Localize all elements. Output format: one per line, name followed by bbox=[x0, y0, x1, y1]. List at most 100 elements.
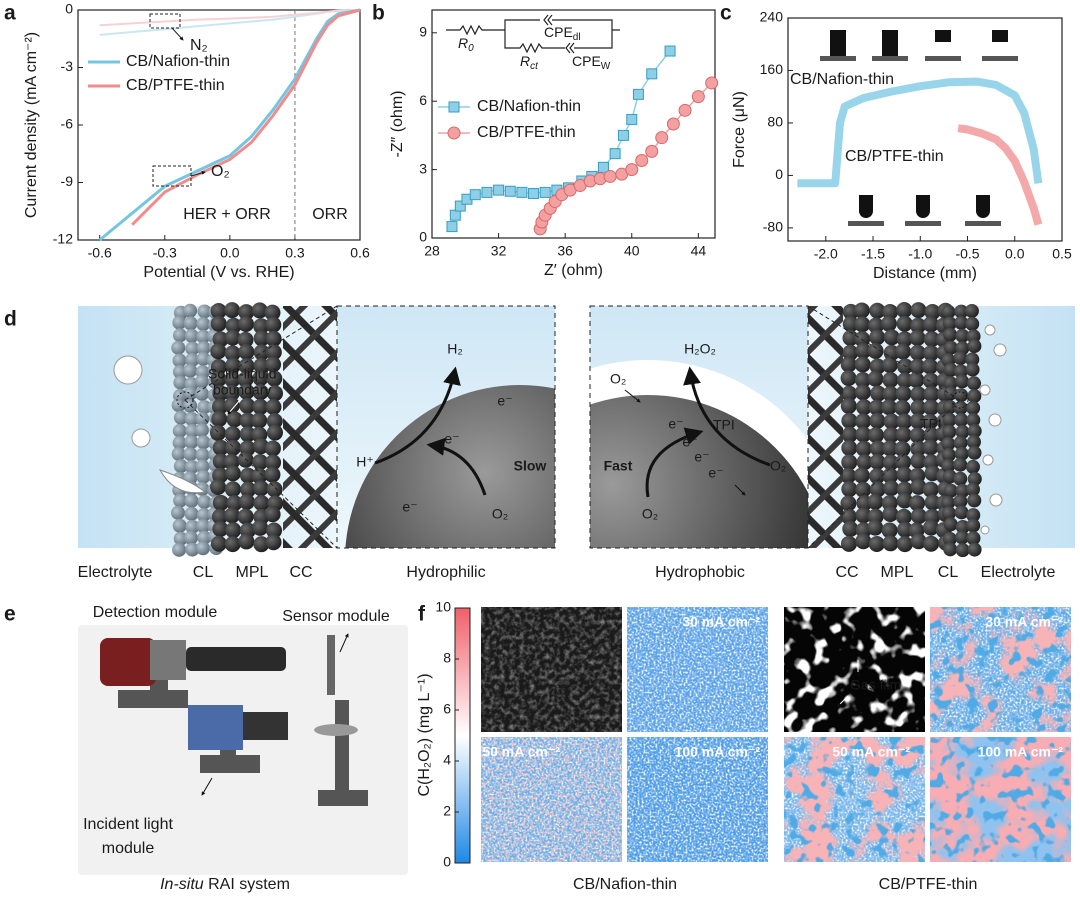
particle bbox=[212, 494, 229, 511]
particle bbox=[869, 302, 886, 319]
x-tick-label: 32 bbox=[491, 243, 507, 259]
particle bbox=[883, 329, 900, 346]
particle bbox=[265, 398, 282, 415]
particle bbox=[172, 364, 187, 379]
fiber bbox=[280, 140, 350, 210]
caption: CB/PTFE-thin bbox=[879, 876, 978, 893]
colorbar-label: C(H₂O₂) (mg L⁻¹) bbox=[416, 673, 433, 796]
snapshot-drop bbox=[976, 195, 990, 218]
panel-letter: c bbox=[720, 2, 732, 25]
particle bbox=[869, 453, 886, 470]
y-tick-label: -12 bbox=[53, 231, 73, 247]
plot-frame bbox=[787, 17, 1063, 242]
particle bbox=[853, 467, 870, 484]
y-tick-label: -80 bbox=[763, 219, 783, 235]
particle bbox=[965, 362, 980, 377]
y-tick-label: -3 bbox=[61, 58, 74, 74]
particle bbox=[942, 469, 957, 484]
particle bbox=[943, 340, 958, 355]
particle bbox=[265, 534, 282, 551]
marker bbox=[691, 90, 705, 104]
panel-letter: d bbox=[4, 308, 17, 331]
particle bbox=[967, 376, 982, 391]
particle bbox=[854, 316, 871, 333]
particle bbox=[923, 399, 940, 416]
legend-marker bbox=[448, 101, 460, 113]
particle bbox=[868, 317, 885, 334]
particle bbox=[183, 386, 198, 401]
particle bbox=[882, 454, 899, 471]
particle bbox=[184, 459, 199, 474]
marker bbox=[705, 76, 719, 90]
marker bbox=[626, 113, 638, 125]
caption: CB/Nafion-thin bbox=[573, 876, 677, 893]
light-module bbox=[243, 712, 288, 740]
particle bbox=[840, 467, 857, 484]
particle bbox=[953, 471, 968, 486]
particle bbox=[252, 454, 269, 471]
snapshot-drop bbox=[916, 195, 930, 218]
x-tick-label: -1.0 bbox=[908, 246, 932, 262]
x-tick-label: 0.0 bbox=[1005, 246, 1025, 262]
x-tick-label: 0.3 bbox=[285, 245, 305, 261]
particle bbox=[882, 535, 899, 552]
annotation-arrow bbox=[734, 484, 746, 496]
particle bbox=[183, 447, 198, 462]
x-tick-label: -2.0 bbox=[814, 246, 838, 262]
particle bbox=[855, 507, 872, 524]
annotation-box bbox=[149, 13, 181, 29]
sensor-plate bbox=[314, 724, 358, 736]
particle bbox=[196, 469, 211, 484]
y-axis-label: -Z″ (ohm) bbox=[389, 91, 406, 158]
particle bbox=[194, 374, 209, 389]
particle bbox=[173, 493, 188, 508]
particle bbox=[264, 304, 281, 321]
particle bbox=[842, 520, 859, 537]
line-series bbox=[99, 9, 361, 27]
bubble bbox=[980, 525, 990, 535]
particle bbox=[264, 440, 281, 457]
particle bbox=[264, 506, 281, 523]
line-series bbox=[797, 77, 1043, 188]
x-tick-label: 0.6 bbox=[350, 245, 370, 261]
particle bbox=[941, 447, 956, 462]
particle bbox=[237, 371, 254, 388]
particle bbox=[253, 344, 270, 361]
circuit-label-main: R bbox=[458, 35, 468, 51]
marker bbox=[449, 209, 461, 221]
fiber bbox=[803, 472, 843, 522]
particle bbox=[253, 494, 270, 511]
particle bbox=[183, 316, 198, 331]
snapshot-base bbox=[925, 56, 961, 61]
particle bbox=[965, 352, 980, 367]
particle bbox=[966, 508, 981, 523]
particle bbox=[252, 480, 269, 497]
particle bbox=[253, 536, 270, 553]
zoom-left bbox=[337, 306, 555, 548]
marker bbox=[469, 189, 481, 201]
marker bbox=[493, 184, 505, 196]
particle bbox=[171, 446, 186, 461]
zoom-line bbox=[184, 305, 961, 549]
circuit-label-main: R bbox=[520, 53, 530, 69]
electron: e⁻ bbox=[708, 465, 723, 481]
camera bbox=[150, 640, 186, 680]
particle bbox=[252, 370, 269, 387]
circuit-label-sub: 0 bbox=[468, 43, 474, 54]
electron: e⁻ bbox=[694, 449, 709, 465]
annotation-arrow bbox=[339, 633, 349, 653]
particle bbox=[967, 339, 982, 354]
particle bbox=[173, 375, 188, 390]
particle bbox=[923, 386, 940, 403]
particle bbox=[184, 506, 199, 521]
layer-label: CC bbox=[289, 564, 312, 581]
particle bbox=[840, 495, 857, 512]
snapshot-base bbox=[905, 221, 941, 226]
label: Detection module bbox=[93, 604, 218, 621]
legend-marker bbox=[447, 126, 461, 140]
particle bbox=[197, 530, 212, 545]
annotation-arrow bbox=[624, 389, 641, 403]
particle bbox=[854, 384, 871, 401]
particle bbox=[197, 400, 212, 415]
